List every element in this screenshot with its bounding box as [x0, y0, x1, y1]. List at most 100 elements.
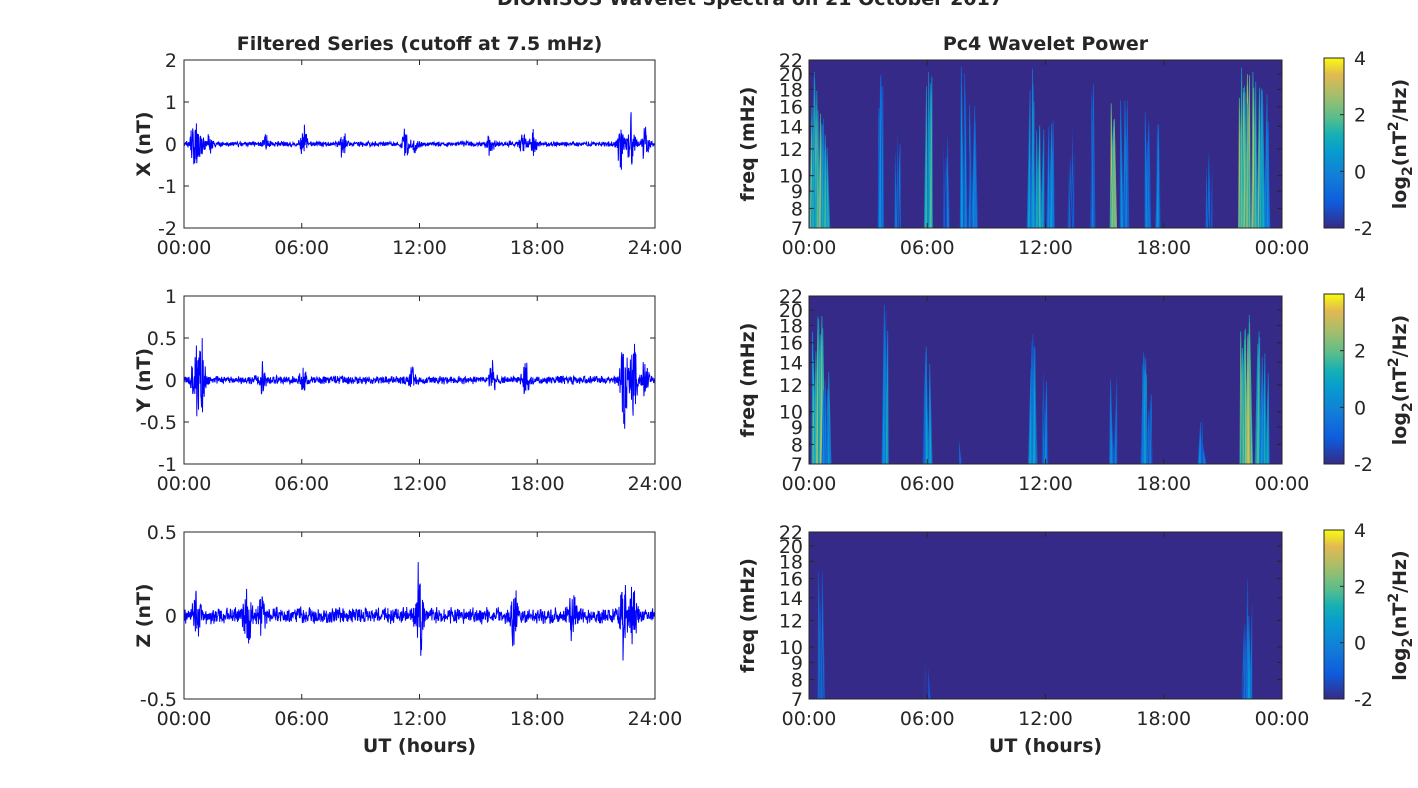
wavelet-event: [817, 570, 826, 699]
wavelet-event: [1140, 351, 1148, 464]
wavelet-events-2: [817, 570, 1254, 699]
colorbar-tick-label: 4: [1354, 284, 1366, 306]
wavelet-event: [1259, 353, 1270, 464]
colorbar-tick-label: 4: [1354, 520, 1366, 542]
colorbar-tick-label: 0: [1354, 397, 1366, 419]
wavelet-event: [1197, 412, 1207, 464]
series-2-xtick-label: 00:00: [157, 708, 212, 730]
series-2-ytick-label: 0: [165, 606, 177, 628]
wavelet-2-ytick-label: 22: [779, 522, 803, 544]
wavelet-event: [1066, 129, 1076, 228]
series-0-xtick-label: 18:00: [510, 237, 565, 259]
wavelet-event: [821, 372, 832, 464]
colorbar-gradient: [1323, 293, 1345, 465]
series-0-xtick-label: 06:00: [274, 237, 329, 259]
wavelet-ylabel-2: freq (mHz): [737, 558, 759, 673]
wavelet-0-ytick-label: 20: [779, 64, 803, 86]
series-0-ytick-label: 0: [165, 134, 177, 156]
wavelet-event: [877, 74, 885, 228]
wavelet-0-ytick-label: 9: [791, 181, 803, 203]
series-0-ytick-label: 1: [165, 92, 177, 114]
wavelet-events-0: [809, 66, 1271, 228]
wavelet-event: [967, 104, 978, 228]
colorbar-tick-label: 2: [1354, 341, 1366, 363]
series-1-xtick-label: 00:00: [157, 473, 212, 495]
wavelet-2-ytick-label: 12: [779, 610, 803, 632]
wavelet-background-2: [809, 532, 1282, 699]
wavelet-1-ytick-label: 8: [791, 434, 803, 456]
series-1-ytick-label: -1: [158, 454, 177, 476]
series-panel-2: -0.5 0 0.5 00:00 06:00 12:00 18:00 24:00 UT (hou…: [133, 522, 682, 757]
wavelet-0-xtick-label: 18:00: [1136, 237, 1191, 259]
wavelet-1-ytick-label: 10: [779, 402, 803, 424]
series-panel-1: -1 -0.5 0 0.5 1 00:00 06:00 12:00 18:00 24:00 Y (n…: [133, 286, 682, 495]
series-panel-0: -2 -1 0 1 2 00:00 06:00 12:00 18:00 24:00 X (nT) Fi…: [133, 33, 682, 259]
series-2-xtick-label: 18:00: [510, 708, 565, 730]
wavelet-2-xtick-label: 00:00: [1255, 708, 1310, 730]
wavelet-ylabel-1: freq (mHz): [737, 323, 759, 438]
wavelet-0-ytick-label: 10: [779, 166, 803, 188]
wavelet-0-ytick-label: 7: [791, 218, 803, 240]
series-0-xtick-label: 24:00: [628, 237, 683, 259]
wavelet-1-ytick-label: 18: [779, 315, 803, 337]
wavelet-2-ytick-label: 20: [779, 536, 803, 558]
wavelet-0-ytick-label: 8: [791, 198, 803, 220]
wavelet-2-ytick-label: 7: [791, 689, 803, 711]
wavelet-2-xtick-label: 18:00: [1136, 708, 1191, 730]
series-2-xlabel: UT (hours): [363, 735, 476, 757]
wavelet-event: [1109, 103, 1118, 228]
wavelet-event: [922, 650, 932, 699]
wavelet-event: [1155, 124, 1162, 228]
wavelet-1-xtick-label: 18:00: [1136, 473, 1191, 495]
wavelet-event: [881, 304, 889, 464]
series-0-ytick-label: 2: [165, 50, 177, 72]
wavelet-event: [1026, 68, 1036, 228]
wavelet-1-ytick-label: 12: [779, 375, 803, 397]
wavelet-0-xtick-label: 00:00: [782, 237, 837, 259]
series-1-ytick-label: 0.5: [147, 328, 177, 350]
wavelet-2-ytick-label: 18: [779, 551, 803, 573]
wavelet-0-xtick-label: 06:00: [900, 237, 955, 259]
series-1-xtick-label: 24:00: [628, 473, 683, 495]
figure-title: DIONISOS Wavelet Spectra on 21 October 2…: [497, 0, 1003, 10]
series-2-ytick-label: 0.5: [147, 522, 177, 544]
wavelet-event: [893, 125, 902, 228]
wavelet-1-ytick-label: 22: [779, 286, 803, 308]
series-ylabel-0: X (nT): [133, 111, 155, 176]
wavelet-2-xtick-label: 06:00: [900, 708, 955, 730]
series-0-xtick-label: 00:00: [157, 237, 212, 259]
colorbar-tick-label: 4: [1354, 48, 1366, 70]
series-line-1: [184, 338, 655, 429]
wavelet-0-ytick-label: 12: [779, 139, 803, 161]
wavelet-0-ytick-label: 14: [779, 116, 803, 138]
colorbar-gradient: [1323, 57, 1345, 229]
wavelet-1-xtick-label: 06:00: [900, 473, 955, 495]
wavelet-event: [1119, 100, 1130, 228]
series-ylabel-1: Y (nT): [133, 348, 155, 413]
wavelet-2-xtick-label: 12:00: [1018, 708, 1073, 730]
colorbar-1: -2 0 2 4 log2(nT2/Hz): [1323, 284, 1416, 476]
series-1-ytick-label: 1: [165, 286, 177, 308]
series-0-xtick-label: 12:00: [392, 237, 447, 259]
colorbar-label: log2(nT2/Hz): [1386, 79, 1416, 209]
wavelet-event: [1046, 119, 1056, 228]
series-1-xtick-label: 06:00: [274, 473, 329, 495]
series-0-ytick-label: -2: [158, 218, 177, 240]
wavelet-2-xtick-label: 00:00: [782, 708, 837, 730]
wavelet-event: [1243, 314, 1253, 464]
series-0-ytick-label: -1: [158, 176, 177, 198]
colorbar-tick-label: -2: [1354, 218, 1373, 240]
wavelet-event: [1089, 84, 1096, 228]
wavelet-event: [1261, 90, 1271, 228]
wavelet-1-ytick-label: 20: [779, 300, 803, 322]
series-1-ytick-label: 0: [165, 370, 177, 392]
colorbar-tick-label: 0: [1354, 161, 1366, 183]
wavelet-1-xtick-label: 12:00: [1018, 473, 1073, 495]
wavelet-event: [1254, 331, 1261, 464]
colorbar-0: -2 0 2 4 log2(nT2/Hz): [1323, 48, 1416, 240]
colorbar-tick-label: 2: [1354, 576, 1366, 598]
wavelet-0-xtick-label: 12:00: [1018, 237, 1073, 259]
wavelet-event: [923, 72, 933, 228]
